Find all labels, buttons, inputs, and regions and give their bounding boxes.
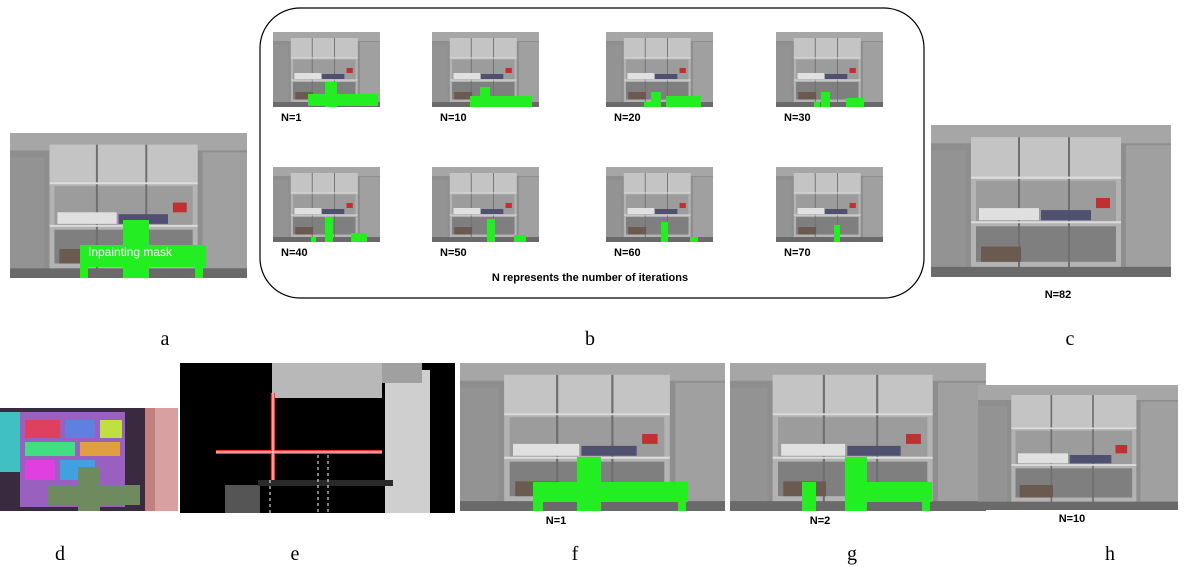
iteration-label: N=70 xyxy=(784,247,811,259)
annotation: Inpainting mask xyxy=(88,245,173,259)
mask xyxy=(814,102,820,107)
mask xyxy=(644,102,652,107)
iteration-label: N=20 xyxy=(614,112,641,124)
iteration-label: N=82 xyxy=(1045,289,1072,301)
group-frame xyxy=(259,7,925,299)
iteration-label: N=60 xyxy=(614,247,641,259)
mask xyxy=(821,92,830,107)
result-image xyxy=(931,125,1171,277)
mask xyxy=(661,222,668,242)
mask xyxy=(311,237,316,242)
mask xyxy=(834,225,840,242)
segmentation-image xyxy=(0,408,178,511)
panel-label: g xyxy=(847,543,857,565)
iteration-label: N=1 xyxy=(281,112,302,124)
thumbnail-image xyxy=(606,167,713,242)
panel-label: d xyxy=(55,543,65,565)
panel-label: b xyxy=(585,328,595,350)
iteration-label: N=50 xyxy=(440,247,467,259)
thumbnail-image xyxy=(432,167,539,242)
mask xyxy=(487,219,495,242)
panel-label: h xyxy=(1105,543,1115,565)
caption: N represents the number of iterations xyxy=(492,272,688,284)
thumbnail-grid: N=1 N=10 N=20 N=30 N=40 N=50 N=60 N=70 xyxy=(273,32,883,259)
panel-label: f xyxy=(572,543,579,565)
iteration-label: N=40 xyxy=(281,247,308,259)
iteration-label: N=30 xyxy=(784,112,811,124)
panel-label: a xyxy=(161,328,170,350)
iteration-label: N=1 xyxy=(546,515,567,527)
mask xyxy=(533,457,688,511)
mask xyxy=(325,217,333,242)
thumbnail-image xyxy=(776,167,883,242)
iteration-image xyxy=(978,385,1178,510)
mask xyxy=(651,92,661,107)
structure-image xyxy=(180,363,455,513)
mask xyxy=(846,98,864,107)
iteration-label: N=10 xyxy=(440,112,467,124)
panel-label: e xyxy=(291,543,300,565)
panel-label: c xyxy=(1066,328,1075,350)
mask xyxy=(470,96,532,107)
mask xyxy=(690,237,698,242)
iteration-label: N=2 xyxy=(810,515,831,527)
iteration-label: N=10 xyxy=(1059,513,1086,525)
mask xyxy=(308,94,378,106)
mask xyxy=(802,457,932,511)
mask xyxy=(666,96,701,107)
mask xyxy=(80,220,206,278)
mask xyxy=(514,235,526,242)
mask xyxy=(351,233,367,242)
